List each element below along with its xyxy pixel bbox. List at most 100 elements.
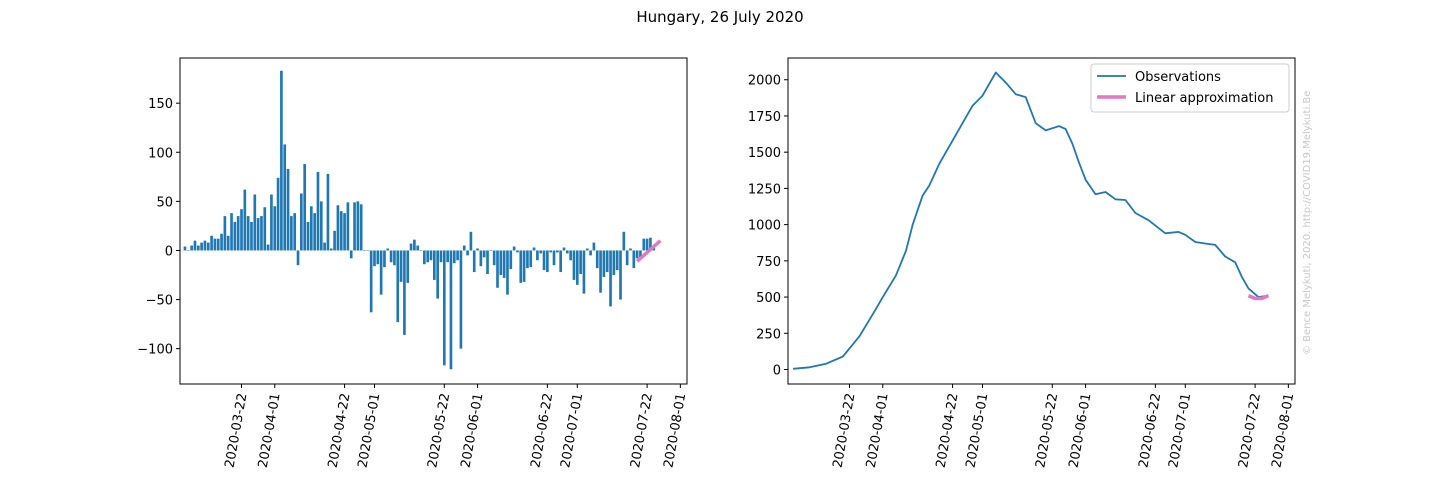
bar <box>639 250 642 259</box>
bar <box>446 250 449 263</box>
bar <box>459 250 463 349</box>
bar <box>569 250 572 261</box>
bar <box>456 250 459 261</box>
bar <box>486 250 489 275</box>
legend-label-observations: Observations <box>1135 70 1221 85</box>
bar <box>196 245 200 251</box>
bar <box>519 250 523 283</box>
x-tick: 2020-07-22 <box>628 384 656 469</box>
x-tick: 2020-03-22 <box>831 384 858 469</box>
x-tick: 2020-07-01 <box>558 384 586 469</box>
bar <box>409 243 413 251</box>
bar <box>416 245 420 251</box>
x-tick: 2020-05-01 <box>964 384 992 469</box>
bar <box>319 201 323 251</box>
bar <box>479 250 483 267</box>
figure-title: Hungary, 26 July 2020 <box>636 8 803 26</box>
bar <box>353 202 356 251</box>
x-tick-label: 2020-03-22 <box>223 392 251 469</box>
y-tick-label: 0 <box>773 364 781 379</box>
bar <box>273 206 277 251</box>
left-bar-chart: −100 −50 0 50 100 150 2020-03-22 2020-04-01 2020… <box>137 57 689 469</box>
bar <box>363 250 366 251</box>
bar <box>396 250 400 323</box>
bar <box>200 242 203 251</box>
bar <box>572 250 576 280</box>
x-tick: 2020-04-01 <box>864 384 892 469</box>
bar <box>193 240 197 251</box>
x-tick: 2020-08-01 <box>661 384 689 469</box>
bar <box>489 250 493 251</box>
bar <box>602 250 606 277</box>
bar <box>349 250 353 259</box>
bar <box>206 242 210 251</box>
bar <box>482 250 486 258</box>
x-tick-label: 2020-05-01 <box>356 392 384 469</box>
bar <box>280 70 283 251</box>
bar <box>506 250 509 295</box>
bar <box>329 248 333 251</box>
bar <box>369 250 373 313</box>
bar <box>323 242 326 251</box>
bar <box>579 250 582 275</box>
bar <box>246 216 250 251</box>
x-tick-label: 2020-08-01 <box>1269 392 1297 469</box>
bar <box>413 239 416 251</box>
bar <box>333 230 336 251</box>
bar <box>509 250 513 270</box>
bar <box>256 218 260 251</box>
x-tick-label: 2020-04-01 <box>864 392 892 469</box>
bar <box>403 250 406 335</box>
bar <box>526 250 529 269</box>
left-plot-area <box>179 57 688 385</box>
y-tick: 1000 <box>748 219 788 234</box>
x-tick: 2020-07-01 <box>1166 384 1194 469</box>
y-tick-label: 1750 <box>748 110 781 125</box>
bar <box>492 250 496 266</box>
bar <box>226 235 230 251</box>
bar <box>615 250 619 271</box>
bar <box>336 205 340 251</box>
legend-label-approximation: Linear approximation <box>1135 91 1273 106</box>
bar <box>343 213 346 251</box>
right-plot-area <box>787 57 1296 385</box>
bar <box>293 213 297 251</box>
bar <box>243 189 247 251</box>
bar <box>585 248 589 251</box>
bar <box>499 250 503 276</box>
bar <box>542 250 546 271</box>
bar <box>419 250 423 251</box>
x-tick-label: 2020-05-01 <box>964 392 992 469</box>
bar <box>389 250 393 263</box>
bar <box>379 250 383 295</box>
bar <box>592 242 596 251</box>
bar <box>183 246 187 251</box>
bar <box>233 221 237 251</box>
bar <box>203 240 207 251</box>
bar <box>619 250 622 300</box>
bar <box>556 250 559 253</box>
bar <box>452 250 456 264</box>
bar <box>632 250 636 269</box>
x-tick-label: 2020-04-22 <box>326 392 354 469</box>
bar <box>426 250 430 263</box>
bar <box>469 231 473 251</box>
y-tick-label: 50 <box>156 195 173 210</box>
bar <box>582 250 586 294</box>
bar <box>529 250 533 268</box>
bar <box>532 247 536 251</box>
bar <box>303 164 307 251</box>
y-tick: 500 <box>756 291 788 306</box>
bar <box>306 221 310 251</box>
y-tick: −50 <box>146 294 180 309</box>
bar <box>260 216 263 251</box>
y-tick-label: 1500 <box>748 146 781 161</box>
bar <box>356 201 360 251</box>
x-tick: 2020-08-01 <box>1269 384 1297 469</box>
bar <box>266 244 270 251</box>
bar <box>512 246 516 251</box>
x-tick: 2020-04-22 <box>934 384 962 469</box>
x-tick: 2020-04-01 <box>256 384 284 469</box>
y-tick: 100 <box>148 146 180 161</box>
